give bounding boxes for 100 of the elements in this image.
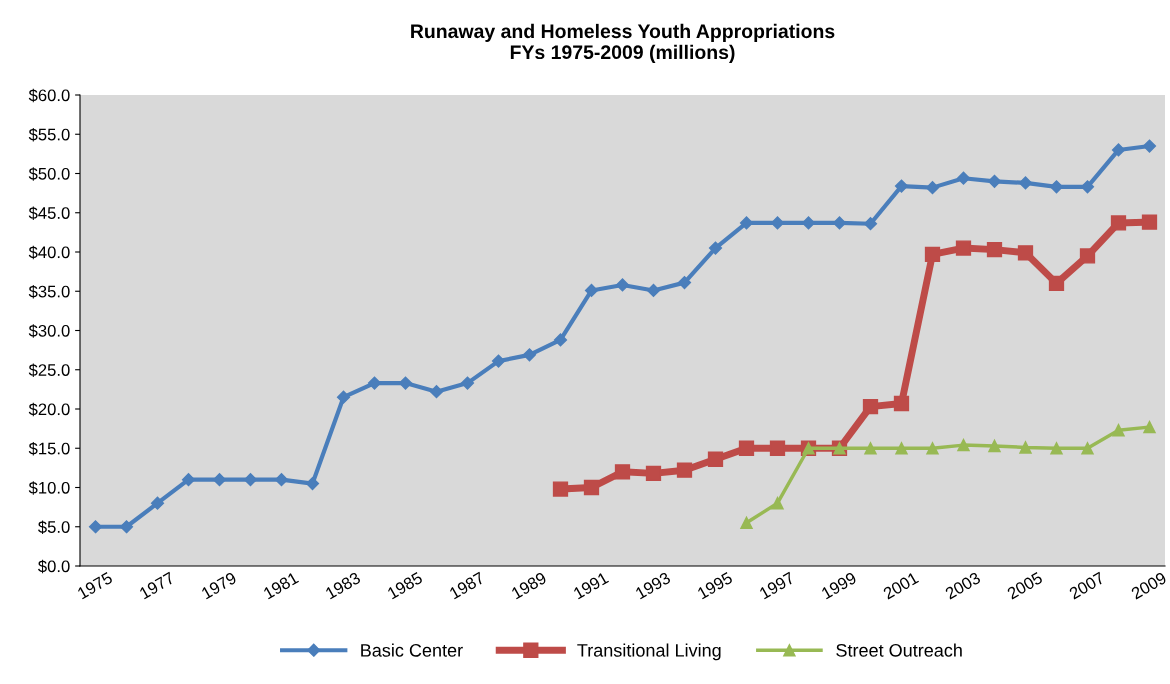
point	[274, 473, 289, 487]
point	[924, 246, 941, 262]
x-tick-label: 1997	[758, 571, 796, 600]
x-tick-label: 1975	[76, 571, 114, 600]
point	[708, 241, 723, 255]
point	[88, 520, 103, 534]
point	[925, 181, 940, 195]
point	[1049, 180, 1064, 194]
y-tick-label: $40.0	[28, 245, 70, 260]
point	[243, 473, 258, 487]
y-tick-label: $25.0	[28, 363, 70, 377]
point	[150, 496, 165, 510]
point	[584, 283, 599, 298]
point	[894, 179, 909, 193]
point	[740, 516, 753, 530]
point	[738, 440, 755, 456]
point	[491, 354, 506, 368]
x-tick-label: 1983	[324, 571, 362, 600]
point	[769, 440, 786, 456]
point	[832, 216, 847, 230]
point	[988, 439, 1001, 453]
x-tick-label: 1993	[634, 571, 672, 600]
y-tick-label: $30.0	[28, 324, 70, 338]
point	[398, 376, 413, 390]
point	[460, 376, 475, 390]
x-tick-label: 1995	[696, 571, 734, 600]
point	[552, 481, 569, 497]
point	[614, 464, 631, 480]
y-tick-label: $50.0	[28, 167, 70, 181]
chart-title: Runaway and Homeless Youth Appropriations FYs 1975-2009 (millions)	[411, 23, 835, 63]
point	[676, 462, 693, 478]
point	[987, 174, 1002, 188]
y-tick-label: $15.0	[28, 441, 70, 456]
y-tick-label: $20.0	[28, 402, 70, 417]
y-tick-label: $55.0	[28, 127, 70, 142]
legend-label: Basic Center	[361, 643, 463, 657]
point	[893, 395, 910, 412]
point	[1110, 215, 1127, 231]
point	[1017, 245, 1034, 261]
point	[739, 216, 754, 230]
point	[771, 496, 784, 510]
x-tick-label: 1979	[200, 571, 238, 600]
point	[583, 479, 600, 496]
point	[956, 171, 971, 185]
point	[1019, 441, 1032, 454]
point	[645, 465, 662, 482]
y-tick-label: $10.0	[28, 481, 70, 495]
point	[181, 473, 196, 487]
x-tick-label: 1977	[138, 571, 176, 600]
point	[1081, 441, 1094, 455]
point	[1079, 248, 1096, 264]
x-tick-label: 1999	[820, 571, 858, 600]
point	[1080, 180, 1095, 194]
point	[801, 216, 816, 230]
point	[955, 240, 972, 256]
legend-label: Street Outreach	[836, 643, 962, 657]
point	[336, 390, 351, 404]
point	[986, 242, 1003, 258]
point	[1112, 423, 1125, 437]
x-tick-label: 1991	[572, 571, 610, 600]
point	[119, 520, 134, 534]
point	[522, 348, 537, 362]
x-tick-label: 2003	[944, 571, 982, 600]
legend-label: Transitional Living	[577, 643, 721, 661]
x-tick-label: 2005	[1006, 571, 1044, 600]
x-tick-label: 1985	[386, 571, 424, 600]
point	[926, 441, 939, 455]
y-tick-label: $35.0	[28, 284, 70, 299]
y-tick-label: $45.0	[28, 206, 70, 220]
point	[305, 476, 320, 491]
point	[957, 438, 970, 452]
y-tick-label: $0.0	[38, 559, 70, 574]
point	[367, 376, 382, 390]
point	[895, 441, 908, 455]
point	[1048, 275, 1065, 292]
point	[677, 276, 692, 290]
point	[863, 217, 878, 231]
x-tick-label: 1981	[262, 571, 300, 600]
point	[1111, 143, 1126, 157]
y-tick-label: $60.0	[28, 88, 70, 103]
x-tick-label: 2009	[1130, 571, 1168, 600]
point	[212, 473, 227, 487]
point	[1141, 214, 1158, 230]
point	[864, 441, 877, 455]
point	[862, 399, 879, 415]
point	[1050, 441, 1063, 455]
x-tick-label: 2001	[882, 571, 920, 600]
point	[553, 333, 568, 347]
x-tick-label: 2007	[1068, 571, 1106, 600]
x-tick-label: 1987	[448, 571, 486, 600]
point	[429, 385, 444, 399]
point	[1018, 176, 1033, 190]
y-tick-label: $5.0	[38, 520, 70, 534]
point	[770, 216, 785, 230]
point	[1142, 139, 1157, 153]
x-tick-label: 1989	[510, 571, 548, 600]
point	[615, 278, 630, 292]
point	[707, 451, 724, 467]
point	[646, 283, 661, 298]
point	[1143, 420, 1156, 434]
